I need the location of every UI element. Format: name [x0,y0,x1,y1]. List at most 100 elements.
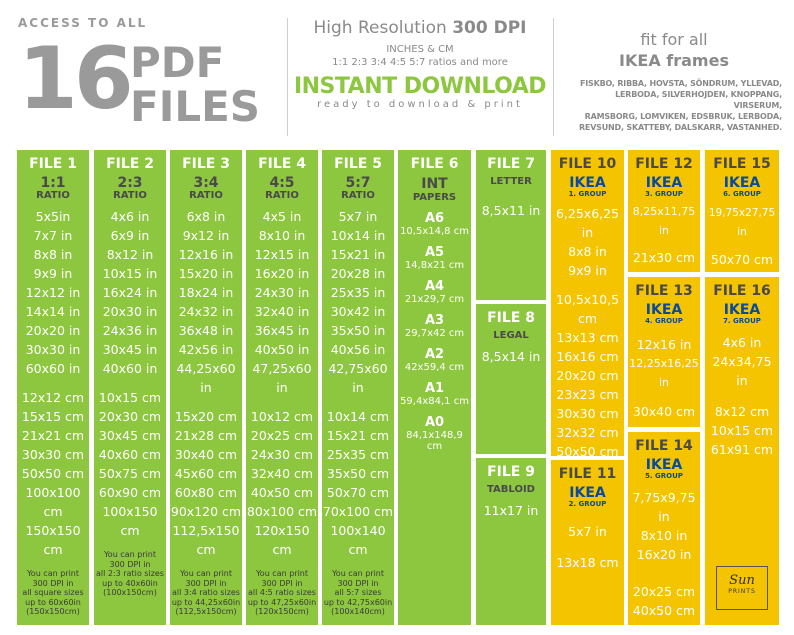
resolution-prefix: High Resolution [313,18,453,38]
note-line: (100x150cm) [103,588,157,597]
size-item: 12,25x16,25 in [629,357,699,389]
spacer [17,378,89,388]
ratio-value: 1:1 [40,175,66,191]
size-item: 32x32 cm [556,425,619,440]
paper-name: A5 [424,245,445,260]
size-item: 40x50 cm [250,485,314,500]
size-item: 40x56 in [330,342,386,357]
print-note: You can print 300 DPI in all 5:7 sizes up t… [322,569,394,617]
print-note: You can print 300 DPI in all 2:3 ratio siz… [94,550,166,598]
size-item: 20x25 cm [632,584,696,599]
size-item: 50x70 cm [326,485,390,500]
size-item: 42,75x60 in [328,361,388,395]
group-label: 2. GROUP [568,500,607,508]
size-item: 8x8 in [568,244,607,259]
file-2-card: FILE 2 2:3 RATIO 4x6 in 6x9 in 8x12 in 10x15 i… [94,150,166,625]
frame-line: FISKBO, RIBBA, HOVSTA, SÖNDRUM, YLLEVAD, [580,79,782,88]
file-4-card: FILE 4 4:5 RATIO 4x5 in 8x10 in 12x15 in 16x20… [246,150,318,625]
note-line: You can print [103,550,157,559]
size-item: 50x50 cm [21,466,85,481]
size-item: 6x8 in [186,209,226,224]
size-item: 32x40 cm [250,466,314,481]
header-left: ACCESS TO ALL 16 PDF FILES [18,16,280,134]
size-item: 40x50 cm [632,603,696,618]
size-item: 7,75x9,75 in [632,490,696,524]
size-item: 25x35 in [330,285,386,300]
size-item: 4x5 in [262,209,302,224]
note-line: (120x150cm) [255,607,309,616]
note-line: all 5:7 sizes [334,588,382,597]
ikea-label: IKEA [723,175,761,191]
size-item: 15x21 cm [326,428,390,443]
size-list: 10,5x10,5 cm 13x13 cm 16x16 cm 20x20 cm 23x2… [551,290,624,456]
size-item: 100x150 cm [102,504,158,538]
note-line: up to 40x60in [102,578,158,588]
size-item: 12x12 cm [21,390,85,405]
paper-name: A2 [424,347,445,362]
ratio-value: 2:3 [117,175,143,191]
size-item: 16x24 in [102,285,158,300]
size-item: 5x5in [35,209,71,224]
access-label: ACCESS TO ALL [18,16,148,30]
file-1-card: FILE 1 1:1 RATIO 5x5in 7x7 in 8x8 in 9x9 in 12x… [17,150,89,625]
size-item: 42x56 in [178,342,234,357]
group-label: 7. GROUP [723,317,761,325]
size-item: 8x8 in [33,247,73,262]
spacer [94,378,166,388]
file-title: FILE 13 [635,283,693,299]
size-item: 6x9 in [110,228,150,243]
file-count: 16 [18,29,134,129]
size-item: 10x15 in [102,266,158,281]
size-item: 15x21 in [330,247,386,262]
units-label: INCHES & CM [386,44,454,55]
note-line: You can print [26,569,80,578]
paper-dim: 14,8x21 cm [404,260,465,271]
note-line: 300 DPI in [337,578,379,588]
size-item: 61x91 cm [710,442,774,457]
size-item: 8x12 in [106,247,154,262]
note-line: (150x150cm) [26,607,80,616]
int-label: INT [421,176,448,192]
size-item: 8x10 in [640,528,688,543]
spacer [246,397,318,407]
file-14-card: FILE 14 IKEA 5. GROUP 7,75x9,75 in 8x10 … [628,432,700,625]
size-item: 30x40 cm [174,447,238,462]
size-item: 19,75x27,75 in [708,207,776,238]
size-item: 30x45 cm [98,428,162,443]
size-item: 30x30 cm [21,447,85,462]
size-item: 8,25x11,75 in [632,205,696,237]
note-line: up to 44,25x60in [171,597,241,607]
size-item: 35x50 cm [326,466,390,481]
size-item: 30x42 in [330,304,386,319]
size-item: 10x14 in [330,228,386,243]
size-item: 35x50 in [330,323,386,338]
ikea-label: IKEA [645,302,683,318]
paper-dim: 42x59,4 cm [404,362,465,373]
size-item: 40x50 in [254,342,310,357]
size-item: 60x80 cm [174,485,238,500]
frame-line: LERBODA, SILVERHOJDEN, KNOPPANG, VIRSERU… [615,90,782,110]
print-note: You can print 300 DPI in all 3:4 ratio siz… [170,569,242,617]
size-item: 80x100 cm [246,504,318,519]
note-line: all 4:5 ratio sizes [248,588,316,597]
size-item: 10x15 cm [98,390,162,405]
size-item: 23x23 cm [556,387,619,402]
size-item: 24x36 in [102,323,158,338]
divider [553,18,554,136]
instant-download: INSTANT DOWNLOAD [293,74,547,99]
spacer [170,397,242,407]
ikea-frames-label: IKEA frames [619,51,729,70]
size-item: 13x18 cm [556,555,619,570]
ready-label: ready to download & print [317,99,523,110]
spacer [322,397,394,407]
paper-dim: 59,4x84,1 cm [400,396,469,407]
file-6-card: FILE 6 INT PAPERS A6 10,5x14,8 cm A5 14,8x2… [398,150,471,625]
size-item: 50x75 cm [98,466,162,481]
size-item: 16x20 in [254,266,310,281]
ikea-label: IKEA [645,175,683,191]
file-11-card: FILE 11 IKEA 2. GROUP 5x7 in 13x18 cm [551,460,624,625]
size-item: 12x12 in [25,285,81,300]
size-item: 45x60 cm [174,466,238,481]
file-title: FILE 16 [713,283,771,299]
paper-dim: 21x29,7 cm [404,294,465,305]
